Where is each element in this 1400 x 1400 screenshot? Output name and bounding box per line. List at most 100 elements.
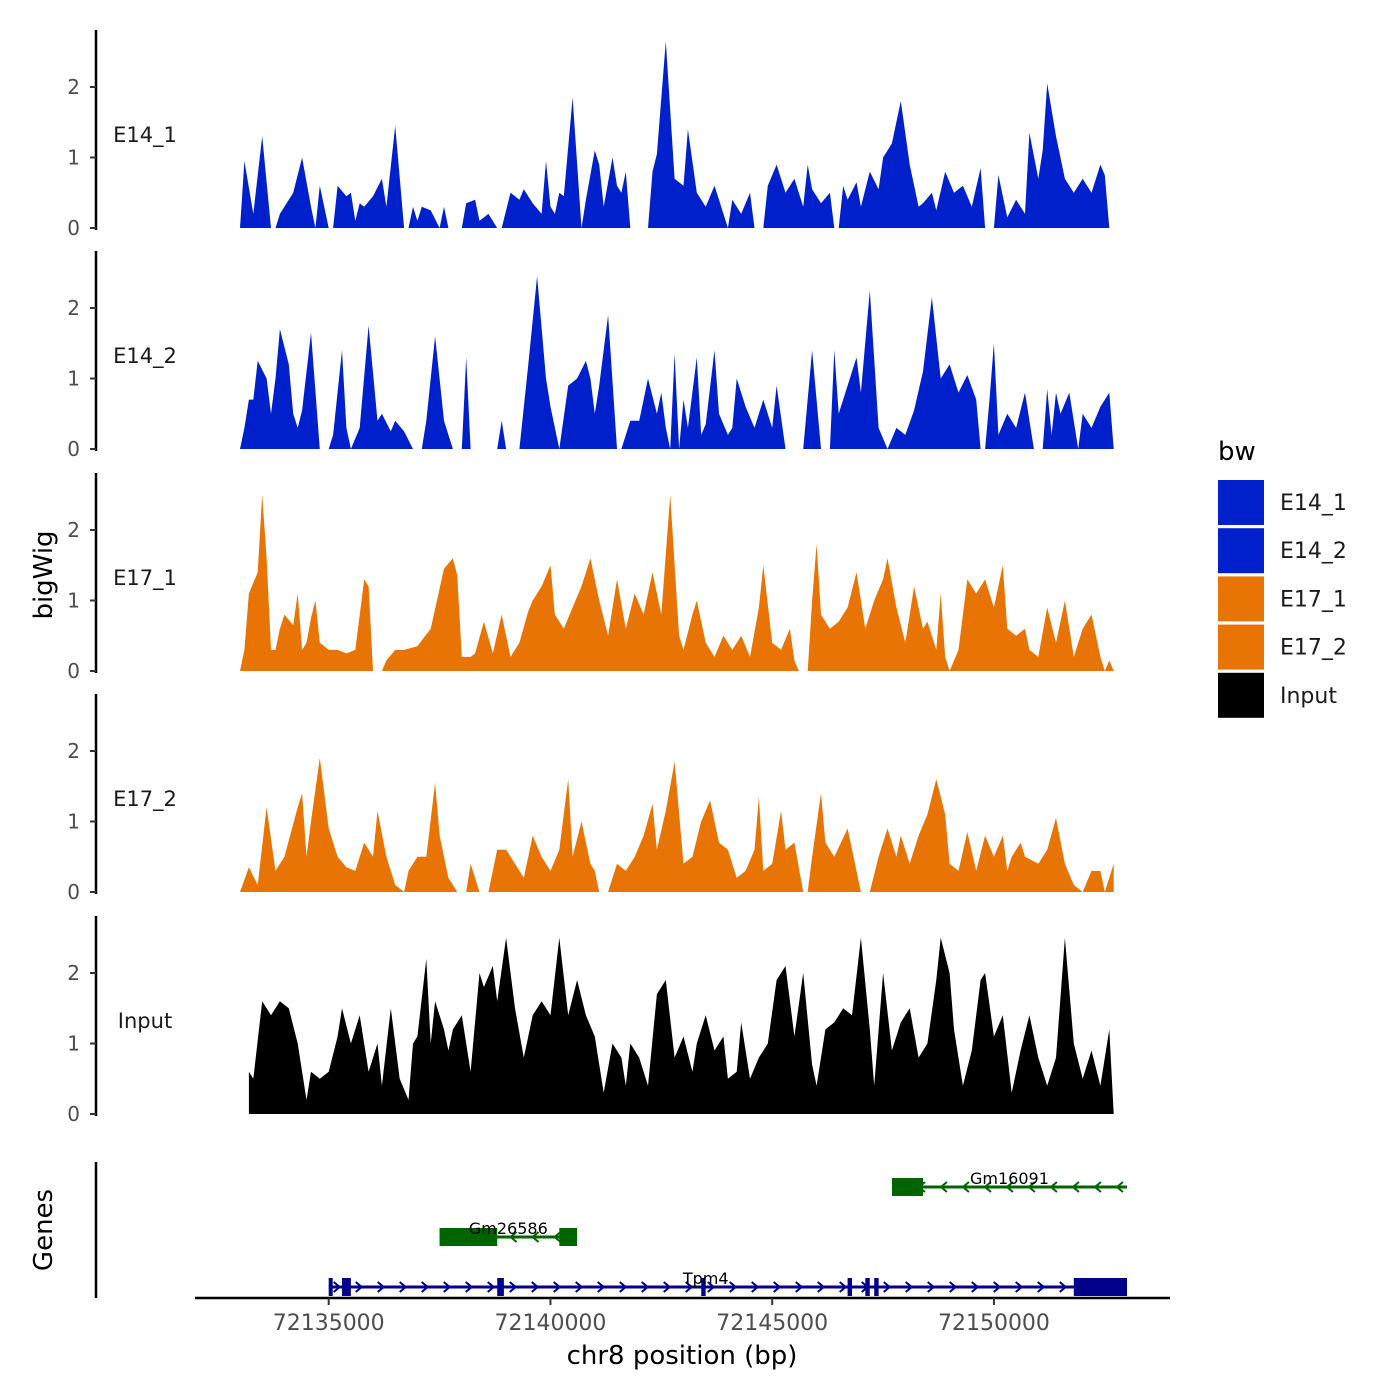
strand-arrow xyxy=(983,1181,992,1193)
coverage-area-input xyxy=(248,937,1114,1114)
strand-arrow xyxy=(751,1281,760,1293)
x-axis: 72135000 72140000 72145000 72150000 xyxy=(195,1296,1170,1336)
x-tick-label: 72145000 xyxy=(716,1311,828,1336)
strand-arrow xyxy=(443,1281,452,1293)
strand-arrow xyxy=(1093,1181,1102,1193)
strand-arrow xyxy=(663,1281,672,1293)
strand-arrow xyxy=(883,1281,892,1293)
strand-arrow xyxy=(355,1281,364,1293)
x-tick-label: 72150000 xyxy=(938,1311,1050,1336)
legend-item-e14_1: E14_1 xyxy=(1218,480,1347,525)
coverage-area-e17_2 xyxy=(240,758,1114,892)
gene-exon xyxy=(342,1278,351,1296)
track-panel-e14_1: 0 1 2 E14_1 xyxy=(67,30,1110,240)
y-tick-label: 0 xyxy=(67,1102,80,1126)
strand-arrow xyxy=(619,1281,628,1293)
y-tick-label: 2 xyxy=(67,739,80,763)
track-label: E17_2 xyxy=(113,787,177,812)
legend-item-e17_1: E17_1 xyxy=(1218,576,1347,622)
track-panels: 0 1 2 E14_1 0 1 2 E14_2 0 1 2 E17_1 0 1 2 E17_2 0 1 2 Input xyxy=(67,30,1114,1126)
strand-arrow xyxy=(707,1281,716,1293)
strand-arrow xyxy=(1027,1181,1036,1193)
strand-arrow xyxy=(487,1281,496,1293)
gene-tracks: Gm16091 Gm26586 Tpm4 xyxy=(328,1169,1127,1296)
legend-item-e14_2: E14_2 xyxy=(1218,528,1347,574)
y-tick-label: 1 xyxy=(67,367,80,391)
strand-arrow xyxy=(553,1231,562,1243)
y-tick-label: 2 xyxy=(67,518,80,542)
legend-item-input: Input xyxy=(1218,672,1337,718)
legend-swatch xyxy=(1218,576,1264,622)
strand-arrow xyxy=(1071,1181,1080,1193)
y-tick-label: 0 xyxy=(67,659,80,683)
gene-exon xyxy=(328,1278,333,1296)
y-tick-label: 1 xyxy=(67,1032,80,1056)
legend-label: Input xyxy=(1280,684,1337,709)
strand-arrow xyxy=(971,1281,980,1293)
strand-arrow xyxy=(377,1281,386,1293)
strand-arrow xyxy=(773,1281,782,1293)
legend-swatch xyxy=(1218,624,1264,670)
strand-arrow xyxy=(949,1281,958,1293)
y-tick-label: 2 xyxy=(67,296,80,320)
legend: bw E14_1 E14_2 E17_1 E17_2 Input xyxy=(1218,437,1347,718)
strand-arrow xyxy=(839,1281,848,1293)
x-axis-title: chr8 position (bp) xyxy=(567,1341,798,1371)
y-tick-label: 2 xyxy=(67,75,80,99)
coverage-area-e14_1 xyxy=(240,41,1110,229)
gene-exon xyxy=(559,1228,578,1246)
gene-exon xyxy=(497,1278,504,1296)
y-tick-label: 1 xyxy=(67,810,80,834)
track-label: Input xyxy=(118,1009,172,1033)
strand-arrow xyxy=(333,1281,342,1293)
gene-label: Gm16091 xyxy=(970,1169,1049,1188)
strand-arrow xyxy=(465,1281,474,1293)
strand-arrow xyxy=(1049,1181,1058,1193)
strand-arrow xyxy=(1115,1181,1124,1193)
track-panel-e17_1: 0 1 2 E17_1 xyxy=(67,473,1114,683)
strand-arrow xyxy=(575,1281,584,1293)
track-label: E14_2 xyxy=(113,344,177,369)
genes-panel: Gm16091 Gm26586 Tpm4 xyxy=(94,1162,1127,1298)
gene-exon xyxy=(847,1278,853,1296)
legend-item-e17_2: E17_2 xyxy=(1218,624,1347,670)
strand-arrow xyxy=(993,1281,1002,1293)
track-panel-e14_2: 0 1 2 E14_2 xyxy=(67,251,1114,461)
strand-arrow xyxy=(795,1281,804,1293)
track-label: E14_1 xyxy=(113,123,177,148)
strand-arrow xyxy=(961,1181,970,1193)
strand-arrow xyxy=(597,1281,606,1293)
legend-label: E17_1 xyxy=(1280,587,1347,612)
y-tick-label: 1 xyxy=(67,589,80,613)
strand-arrow xyxy=(1015,1281,1024,1293)
x-tick-label: 72140000 xyxy=(494,1311,606,1336)
strand-arrow xyxy=(509,1281,518,1293)
x-tick-label: 72135000 xyxy=(273,1311,385,1336)
legend-label: E14_1 xyxy=(1280,491,1347,516)
gene-label: Gm26586 xyxy=(469,1219,548,1238)
coverage-area-e14_2 xyxy=(240,276,1114,449)
genes-panel-title: Genes xyxy=(29,1189,59,1271)
legend-title: bw xyxy=(1218,437,1256,467)
gene-exon xyxy=(1073,1278,1127,1296)
y-tick-label: 2 xyxy=(67,961,80,985)
gene-exon xyxy=(874,1278,879,1296)
gene-tpm4: Tpm4 xyxy=(328,1269,1127,1296)
gene-gm26586: Gm26586 xyxy=(439,1219,578,1246)
strand-arrow xyxy=(817,1281,826,1293)
legend-items: E14_1 E14_2 E17_1 E17_2 Input xyxy=(1218,480,1347,718)
legend-swatch xyxy=(1218,480,1264,525)
gene-label: Tpm4 xyxy=(682,1269,729,1288)
gene-exon xyxy=(439,1228,498,1246)
legend-swatch xyxy=(1218,528,1264,574)
y-tick-label: 0 xyxy=(67,880,80,904)
strand-arrow xyxy=(1059,1281,1068,1293)
legend-swatch xyxy=(1218,672,1264,718)
strand-arrow xyxy=(421,1281,430,1293)
gene-exon xyxy=(865,1278,870,1296)
y-axis-title: bigWig xyxy=(29,530,59,619)
gene-gm16091: Gm16091 xyxy=(891,1169,1127,1196)
strand-arrow xyxy=(729,1281,738,1293)
legend-label: E14_2 xyxy=(1280,539,1347,564)
